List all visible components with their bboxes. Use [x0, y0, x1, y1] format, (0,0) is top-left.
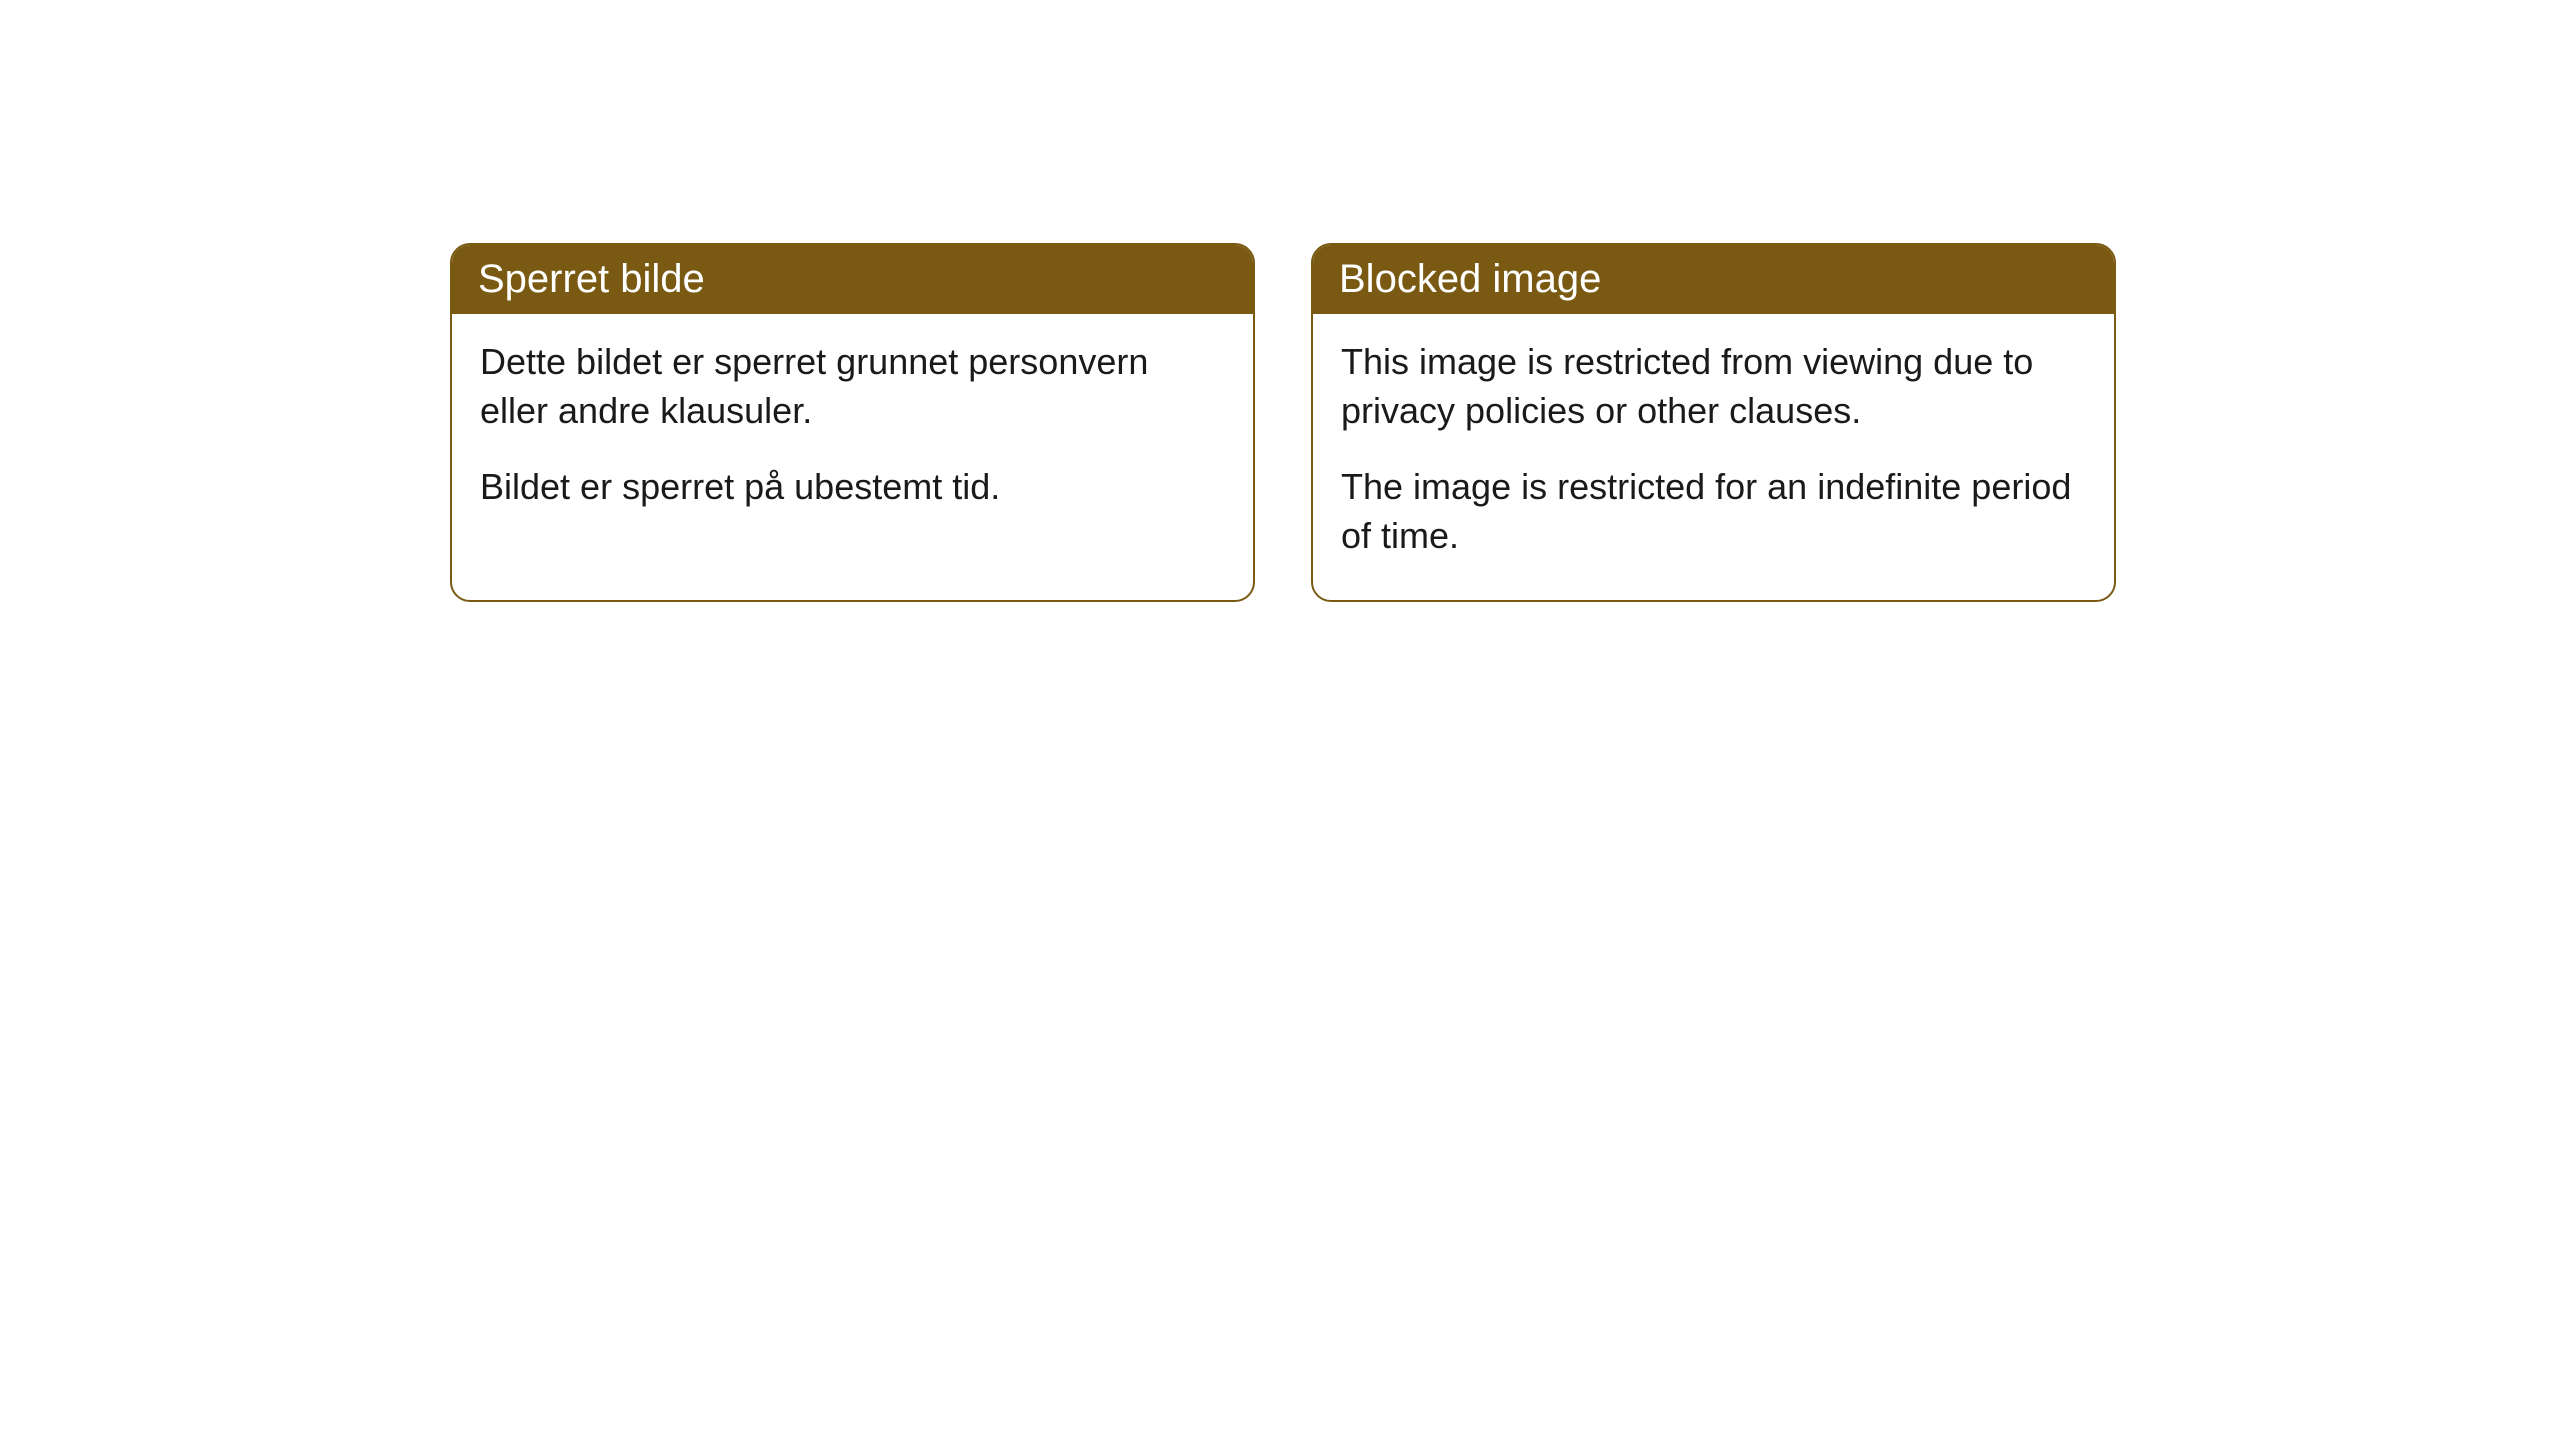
notice-paragraph: The image is restricted for an indefinit… — [1341, 463, 2086, 560]
notice-paragraph: Bildet er sperret på ubestemt tid. — [480, 463, 1225, 512]
notice-card-title-english: Blocked image — [1313, 245, 2114, 314]
notice-paragraph: This image is restricted from viewing du… — [1341, 338, 2086, 435]
notice-card-norwegian: Sperret bilde Dette bildet er sperret gr… — [450, 243, 1255, 602]
notice-paragraph: Dette bildet er sperret grunnet personve… — [480, 338, 1225, 435]
notice-card-english: Blocked image This image is restricted f… — [1311, 243, 2116, 602]
notice-card-title-norwegian: Sperret bilde — [452, 245, 1253, 314]
notice-container: Sperret bilde Dette bildet er sperret gr… — [0, 0, 2560, 602]
notice-card-body-norwegian: Dette bildet er sperret grunnet personve… — [452, 314, 1253, 552]
notice-card-body-english: This image is restricted from viewing du… — [1313, 314, 2114, 600]
